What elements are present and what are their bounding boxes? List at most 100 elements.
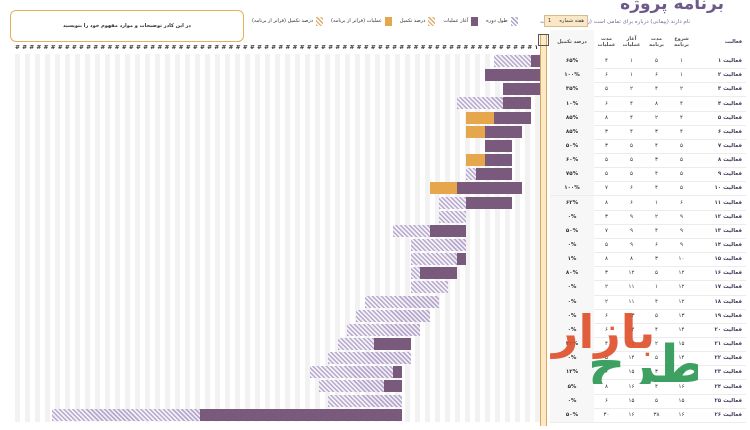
- plan-duration[interactable]: ۶: [655, 72, 658, 79]
- actual-start[interactable]: ۱۴: [628, 326, 635, 333]
- percent-complete[interactable]: ۵۰%: [550, 138, 594, 154]
- plan-start[interactable]: ۱۵: [678, 397, 685, 404]
- plan-start[interactable]: ۵: [680, 185, 683, 192]
- plan-start[interactable]: ۴: [680, 128, 683, 135]
- percent-complete[interactable]: ۱۰۰%: [550, 68, 594, 83]
- activity-name[interactable]: فعالیت ۱۴: [714, 242, 742, 248]
- table-row[interactable]: فعالیت ۱۵ ۱۰ ۳ ۸ ۸ ۱%: [550, 252, 746, 268]
- actual-duration[interactable]: ۷: [605, 185, 608, 192]
- actual-start[interactable]: ۱: [630, 58, 633, 65]
- plan-start[interactable]: ۱۵: [678, 341, 685, 348]
- table-row[interactable]: فعالیت ۱۴ ۹ ۶ ۹ ۵ ۰%: [550, 237, 746, 254]
- plan-duration[interactable]: ۴: [655, 383, 658, 390]
- actual-duration[interactable]: ۴: [605, 341, 608, 348]
- plan-duration[interactable]: ۴: [655, 171, 658, 178]
- plan-duration[interactable]: ۳: [655, 256, 658, 263]
- actual-start[interactable]: ۱۲: [628, 270, 635, 277]
- actual-start[interactable]: ۱۱: [628, 298, 635, 305]
- plan-duration[interactable]: ۶: [655, 242, 658, 248]
- actual-start[interactable]: ۱۳: [628, 312, 635, 319]
- actual-duration[interactable]: ۶: [605, 326, 608, 333]
- percent-complete[interactable]: ۵%: [550, 379, 594, 394]
- table-row[interactable]: فعالیت ۲۱ ۱۵ ۲ ۱۵ ۴ ۴۴%: [550, 337, 746, 353]
- table-row[interactable]: فعالیت ۱۹ ۱۳ ۵ ۱۳ ۶ ۰%: [550, 308, 746, 324]
- percent-complete[interactable]: ۰%: [550, 322, 594, 337]
- plan-duration[interactable]: ۳: [655, 157, 658, 164]
- actual-start[interactable]: ۴: [630, 100, 633, 107]
- percent-complete[interactable]: ۶۵%: [550, 54, 594, 69]
- actual-duration[interactable]: ۵: [605, 355, 608, 362]
- plan-start[interactable]: ۱۳: [678, 312, 685, 319]
- actual-duration[interactable]: ۷: [605, 227, 608, 234]
- actual-duration[interactable]: ۳: [605, 142, 608, 149]
- percent-complete[interactable]: ۱۰%: [550, 96, 594, 111]
- actual-start[interactable]: ۴: [630, 128, 633, 135]
- actual-duration[interactable]: ۶: [605, 72, 608, 79]
- percent-complete[interactable]: ۶۲%: [550, 195, 594, 210]
- plan-duration[interactable]: ۱: [655, 284, 658, 291]
- percent-complete[interactable]: ۱۲%: [550, 365, 594, 380]
- current-period-marker[interactable]: [538, 34, 549, 46]
- actual-start[interactable]: ۱: [630, 72, 633, 79]
- activity-name[interactable]: فعالیت ۸: [717, 157, 742, 164]
- actual-start[interactable]: ۵: [630, 157, 633, 164]
- table-row[interactable]: فعالیت ۷ ۵ ۴ ۵ ۳ ۵۰%: [550, 138, 746, 155]
- plan-duration[interactable]: ۳: [655, 369, 658, 376]
- plan-start[interactable]: ۱۴: [678, 326, 685, 333]
- plan-start[interactable]: ۱۵: [678, 369, 685, 376]
- activity-name[interactable]: فعالیت ۱۳: [714, 227, 742, 234]
- actual-start[interactable]: ۱۴: [628, 355, 635, 362]
- percent-complete[interactable]: ۴۴%: [550, 337, 594, 352]
- plan-duration[interactable]: ۴: [655, 142, 658, 149]
- actual-start[interactable]: ۱۱: [628, 284, 635, 291]
- plan-duration[interactable]: ۴: [655, 326, 658, 333]
- plan-duration[interactable]: ۱: [655, 199, 658, 206]
- plan-start[interactable]: ۵: [680, 171, 683, 178]
- activity-name[interactable]: فعالیت ۱۷: [714, 284, 742, 291]
- actual-start[interactable]: ۱۶: [628, 411, 635, 418]
- plan-start[interactable]: ۴: [680, 114, 683, 121]
- table-row[interactable]: فعالیت ۴ ۴ ۸ ۴ ۶ ۱۰%: [550, 96, 746, 112]
- plan-duration[interactable]: ۴: [655, 227, 658, 234]
- activity-name[interactable]: فعالیت ۱۰: [714, 185, 742, 192]
- plan-start[interactable]: ۱۴: [678, 355, 685, 362]
- percent-complete[interactable]: ۰%: [550, 351, 594, 366]
- actual-duration[interactable]: ۶: [605, 397, 608, 404]
- current-period-box[interactable]: 1 هفته شماره: [544, 15, 588, 27]
- actual-duration[interactable]: ۳: [605, 213, 608, 220]
- actual-duration[interactable]: ۲: [605, 298, 608, 305]
- actual-duration[interactable]: ۸: [605, 199, 608, 206]
- table-row[interactable]: فعالیت ۵ ۴ ۲ ۴ ۸ ۸۵%: [550, 110, 746, 126]
- plan-start[interactable]: ۱۲: [678, 284, 685, 291]
- actual-start[interactable]: ۵: [630, 142, 633, 149]
- activity-name[interactable]: فعالیت ۴: [717, 100, 742, 107]
- activity-name[interactable]: فعالیت ۱۱: [714, 199, 742, 206]
- activity-name[interactable]: فعالیت ۲۶: [714, 411, 742, 418]
- table-row[interactable]: فعالیت ۲۵ ۱۵ ۵ ۱۵ ۶ ۰%: [550, 393, 746, 409]
- percent-complete[interactable]: ۶۰%: [550, 153, 594, 168]
- table-row[interactable]: فعالیت ۲۴ ۱۶ ۴ ۱۶ ۸ ۵%: [550, 379, 746, 395]
- actual-start[interactable]: ۹: [630, 213, 633, 220]
- plan-duration[interactable]: ۳: [655, 128, 658, 135]
- activity-name[interactable]: فعالیت ۲۰: [714, 326, 742, 333]
- activity-name[interactable]: فعالیت ۷: [717, 142, 742, 149]
- plan-start[interactable]: ۹: [680, 227, 683, 234]
- table-row[interactable]: فعالیت ۶ ۴ ۳ ۴ ۳ ۸۵%: [550, 124, 746, 140]
- percent-complete[interactable]: ۵۰%: [550, 407, 594, 422]
- table-row[interactable]: فعالیت ۱۶ ۱۲ ۵ ۱۲ ۳ ۸۰%: [550, 266, 746, 282]
- plan-start[interactable]: ۶: [680, 199, 683, 206]
- actual-start[interactable]: ۵: [630, 171, 633, 178]
- table-row[interactable]: فعالیت ۲۶ ۱۶ ۳۸ ۱۶ ۳۰ ۵۰%: [550, 407, 746, 423]
- activity-name[interactable]: فعالیت ۳: [717, 86, 742, 93]
- actual-duration[interactable]: ۲: [605, 284, 608, 291]
- table-row[interactable]: فعالیت ۱۱ ۶ ۱ ۶ ۸ ۶۲%: [550, 195, 746, 211]
- activity-name[interactable]: فعالیت ۱: [717, 58, 742, 65]
- plan-start[interactable]: ۱: [680, 72, 683, 79]
- percent-complete[interactable]: ۵۰%: [550, 223, 594, 238]
- plan-start[interactable]: ۱۲: [678, 270, 685, 277]
- activity-name[interactable]: فعالیت ۵: [717, 114, 742, 121]
- activity-name[interactable]: فعالیت ۱۹: [714, 312, 742, 319]
- plan-start[interactable]: ۱: [680, 58, 683, 65]
- actual-start[interactable]: ۶: [630, 199, 633, 206]
- actual-duration[interactable]: ۳۰: [603, 411, 610, 418]
